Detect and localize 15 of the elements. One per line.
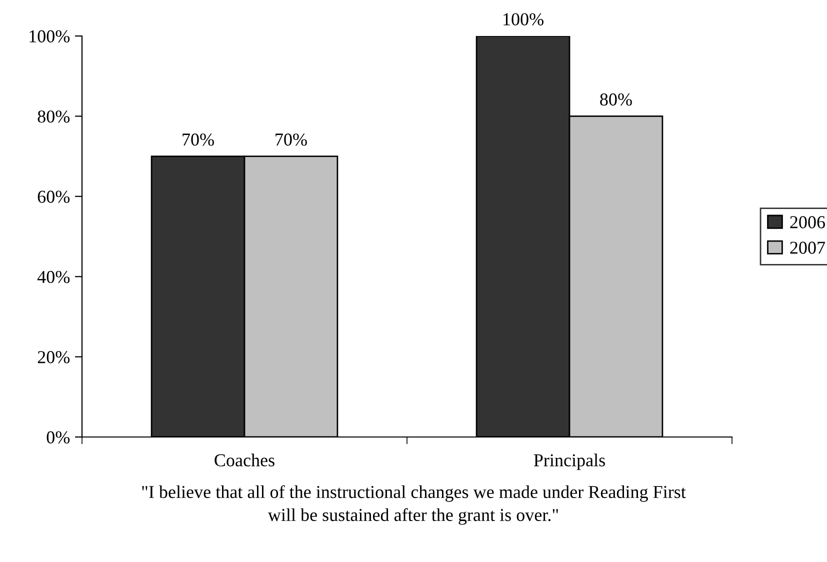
data-label: 100% [504,13,544,26]
y-tick-label: 40% [37,270,70,284]
y-tick-label: 60% [38,190,70,203]
y-tick-label: 80% [38,110,70,123]
legend-label: 2007 [790,242,826,254]
x-tick-label: Coaches [214,454,274,466]
y-tick-label: 0% [46,431,70,444]
text: "I believe that all of the instructional changes we made under Reading First will be sustained after the grant is over." [142,485,686,525]
data-label: 80% [600,93,632,106]
y-tick-label: 100% [30,30,70,42]
x-tick-label: Principals [534,454,605,470]
data-label: 70% [276,134,307,146]
y-tick-label: 20% [38,351,70,364]
data-label: 70% [182,134,214,146]
legend-label: 2006 [790,216,825,228]
